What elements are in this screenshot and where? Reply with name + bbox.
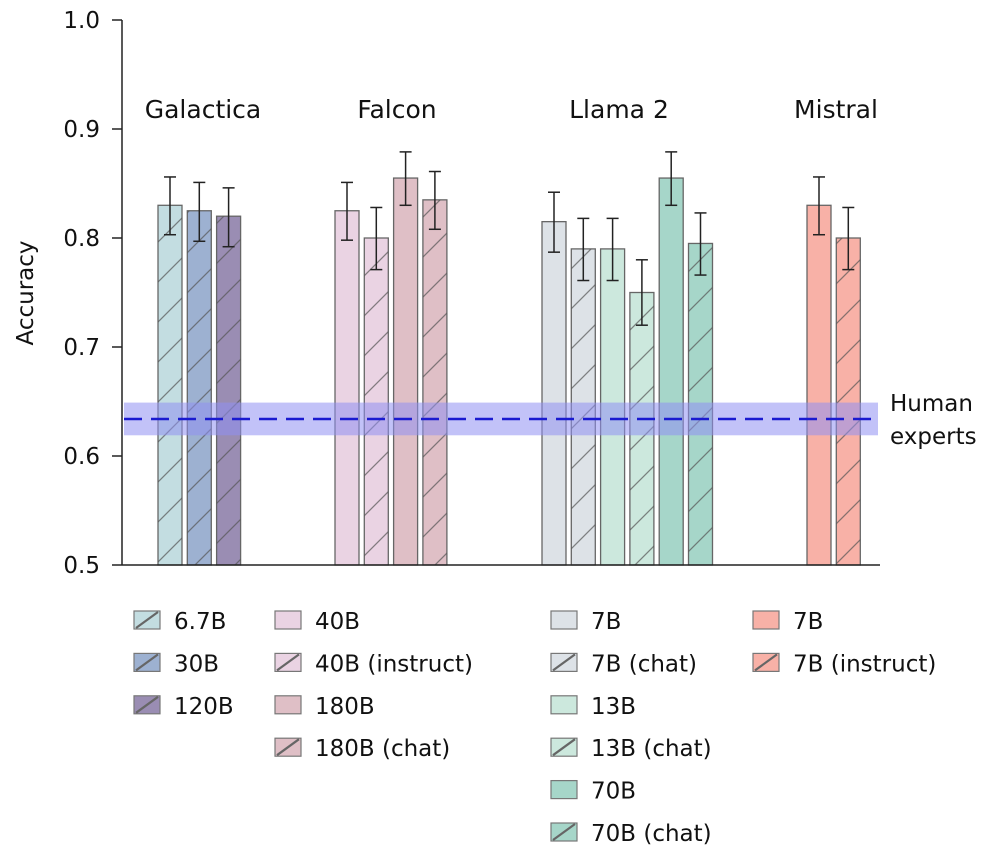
legend-label: 40B: [315, 609, 360, 635]
legend-hatch: [552, 823, 576, 841]
bar-llama-2-70b-chat-: [687, 212, 714, 566]
legend-label: 180B (chat): [315, 736, 450, 762]
legend-hatch: [552, 738, 576, 757]
legend-item: 180B: [274, 694, 375, 720]
bar-falcon-40b-instruct-: [363, 206, 389, 566]
bar-falcon-180b-chat-: [422, 170, 448, 566]
legend-label: 13B: [591, 694, 636, 720]
legend-item: 40B: [274, 609, 360, 635]
bar: [392, 177, 419, 566]
bar: [658, 177, 684, 566]
bar: [334, 210, 360, 566]
legend-label: 7B: [591, 609, 621, 635]
bar-hatch: [836, 238, 861, 565]
legend-label: 70B (chat): [591, 821, 712, 847]
group-labels: Galactica Falcon Llama 2 Mistral: [145, 95, 878, 124]
legend-hatch: [754, 653, 778, 672]
bar-hatch: [158, 205, 182, 566]
bars-layer: [157, 151, 861, 566]
y-axis-label: Accuracy: [13, 240, 39, 345]
bar-mistral-7b: [806, 176, 832, 566]
legend-item: 7B (instruct): [752, 651, 936, 677]
bar-llama-2-70b: [658, 151, 684, 566]
legend-item: 70B (chat): [550, 821, 712, 847]
legend-hatch: [135, 695, 159, 714]
bar-mistral-7b-instruct-: [835, 206, 861, 566]
legend-item: 13B: [550, 694, 636, 720]
bar-llama-2-13b: [599, 217, 626, 566]
legend-item: 7B (chat): [550, 651, 697, 677]
human-experts-label: experts: [890, 424, 977, 450]
group-label: Llama 2: [569, 95, 669, 124]
y-tick-label: 1.0: [63, 8, 100, 34]
legend-item: 6.7B: [133, 609, 226, 635]
legend-swatch: [550, 610, 578, 630]
legend-swatch: [274, 695, 302, 715]
legend-label: 30B: [174, 651, 219, 677]
human-experts-reference-layer: Human experts: [124, 391, 977, 450]
legend-swatch: [550, 695, 578, 715]
legend-hatch: [135, 653, 159, 672]
bar-galactica-30b: [186, 181, 212, 566]
legend-label: 7B (instruct): [793, 651, 936, 677]
bar-hatch: [364, 238, 389, 565]
group-label: Galactica: [145, 95, 262, 124]
legend-item: 13B (chat): [550, 736, 712, 762]
legend-item: 70B: [550, 779, 636, 805]
legend-item: 40B (instruct): [274, 651, 473, 677]
bar-llama-2-7b-chat-: [570, 217, 596, 566]
y-tick-label: 0.7: [63, 335, 100, 361]
legend-label: 120B: [174, 694, 234, 720]
legend: 6.7B 30B 120B 40B 40B (instruct) 180B 180B (ch…: [133, 609, 936, 847]
legend-hatch: [135, 611, 159, 629]
legend-item: 7B: [752, 609, 823, 635]
legend-label: 13B (chat): [591, 736, 712, 762]
bar-falcon-180b: [392, 151, 419, 566]
bar-llama-2-7b: [541, 191, 567, 566]
y-tick-label: 0.6: [63, 444, 100, 470]
bar: [806, 204, 832, 566]
legend-item: 7B: [550, 609, 621, 635]
bar-falcon-40b: [334, 181, 360, 566]
legend-label: 6.7B: [174, 609, 226, 635]
bar-hatch: [216, 216, 241, 565]
legend-hatch: [276, 653, 300, 672]
bar-galactica-120b: [215, 187, 242, 566]
legend-label: 7B (chat): [591, 651, 697, 677]
legend-hatch: [276, 738, 300, 757]
group-label: Mistral: [794, 95, 878, 124]
y-tick-label: 0.5: [63, 553, 100, 579]
legend-swatch: [752, 610, 780, 630]
bar: [541, 220, 567, 566]
bar-hatch: [187, 210, 212, 565]
y-tick-label: 0.9: [63, 117, 100, 143]
legend-label: 7B: [793, 609, 823, 635]
y-tick-label: 0.8: [63, 226, 100, 252]
group-label: Falcon: [357, 95, 436, 124]
legend-swatch: [274, 610, 302, 630]
legend-item: 30B: [133, 651, 219, 677]
human-experts-label: Human: [890, 391, 973, 417]
legend-item: 180B (chat): [274, 736, 450, 762]
legend-label: 180B: [315, 694, 375, 720]
legend-label: 40B (instruct): [315, 651, 473, 677]
legend-swatch: [550, 779, 578, 800]
legend-label: 70B: [591, 779, 636, 805]
bar-galactica-6.7b: [157, 176, 183, 566]
legend-hatch: [552, 653, 576, 672]
y-axis: 0.5 0.6 0.7 0.8 0.9 1.0: [63, 8, 880, 579]
legend-item: 120B: [133, 694, 234, 720]
bar-hatch: [422, 199, 447, 565]
